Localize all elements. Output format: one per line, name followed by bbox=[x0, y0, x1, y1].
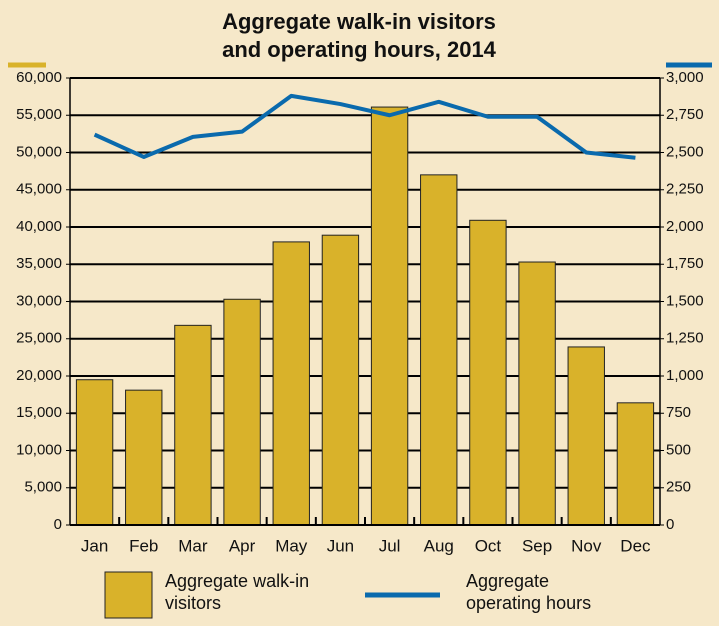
y2-tick-label: 1,250 bbox=[666, 330, 704, 347]
bar bbox=[370, 106, 409, 526]
y2-tick-label: 1,750 bbox=[666, 255, 704, 272]
y-tick-label: 45,000 bbox=[16, 181, 62, 198]
y2-tick-label: 1,500 bbox=[666, 292, 704, 309]
y-tick-label: 15,000 bbox=[16, 404, 62, 421]
legend-label: Aggregate walk-in visitors bbox=[165, 571, 310, 613]
y-tick-label: 5,000 bbox=[24, 479, 62, 496]
bar bbox=[616, 402, 655, 526]
chart-title: Aggregate walk-in visitors and operating… bbox=[222, 9, 496, 62]
x-tick-label: Jun bbox=[327, 536, 354, 555]
x-tick-label: Nov bbox=[571, 536, 602, 555]
y2-tick-label: 2,500 bbox=[666, 143, 704, 160]
y-tick-label: 50,000 bbox=[16, 143, 62, 160]
y-tick-label: 0 bbox=[54, 516, 62, 533]
y-tick-label: 40,000 bbox=[16, 218, 62, 235]
y2-tick-label: 1,000 bbox=[666, 367, 704, 384]
x-tick-label: Apr bbox=[229, 536, 256, 555]
y2-tick-label: 750 bbox=[666, 404, 691, 421]
x-tick-label: Aug bbox=[424, 536, 454, 555]
bar bbox=[223, 298, 261, 526]
bar bbox=[567, 346, 605, 526]
x-tick-label: Dec bbox=[620, 536, 651, 555]
bar bbox=[469, 219, 507, 526]
y-tick-label: 60,000 bbox=[16, 69, 62, 86]
y-tick-label: 35,000 bbox=[16, 255, 62, 272]
x-tick-label: Sep bbox=[522, 536, 552, 555]
y2-tick-label: 2,250 bbox=[666, 181, 704, 198]
line bbox=[93, 93, 636, 160]
x-tick-label: Jul bbox=[379, 536, 401, 555]
bar bbox=[174, 324, 212, 526]
y-tick-label: 10,000 bbox=[16, 441, 62, 458]
x-tick-label: Mar bbox=[178, 536, 208, 555]
bar bbox=[272, 241, 310, 526]
bar bbox=[75, 379, 114, 526]
y2-tick-label: 2,000 bbox=[666, 218, 704, 235]
y-tick-label: 55,000 bbox=[16, 106, 62, 123]
y2-tick-label: 0 bbox=[666, 516, 674, 533]
bar bbox=[420, 174, 458, 526]
x-tick-label: Jan bbox=[81, 536, 108, 555]
bar bbox=[321, 234, 360, 526]
bar bbox=[518, 261, 556, 526]
y2-tick-label: 2,750 bbox=[666, 106, 704, 123]
y-tick-label: 25,000 bbox=[16, 330, 62, 347]
y2-tick-label: 3,000 bbox=[666, 69, 704, 86]
x-tick-label: May bbox=[275, 536, 308, 555]
y2-tick-label: 500 bbox=[666, 441, 691, 458]
legend-swatch bbox=[104, 571, 153, 619]
y-tick-label: 20,000 bbox=[16, 367, 62, 384]
bar bbox=[125, 389, 163, 526]
x-tick-label: Oct bbox=[475, 536, 502, 555]
y-tick-label: 30,000 bbox=[16, 292, 62, 309]
y2-tick-label: 250 bbox=[666, 479, 691, 496]
x-tick-label: Feb bbox=[129, 536, 158, 555]
legend-label: Aggregate operating hours bbox=[466, 571, 592, 613]
